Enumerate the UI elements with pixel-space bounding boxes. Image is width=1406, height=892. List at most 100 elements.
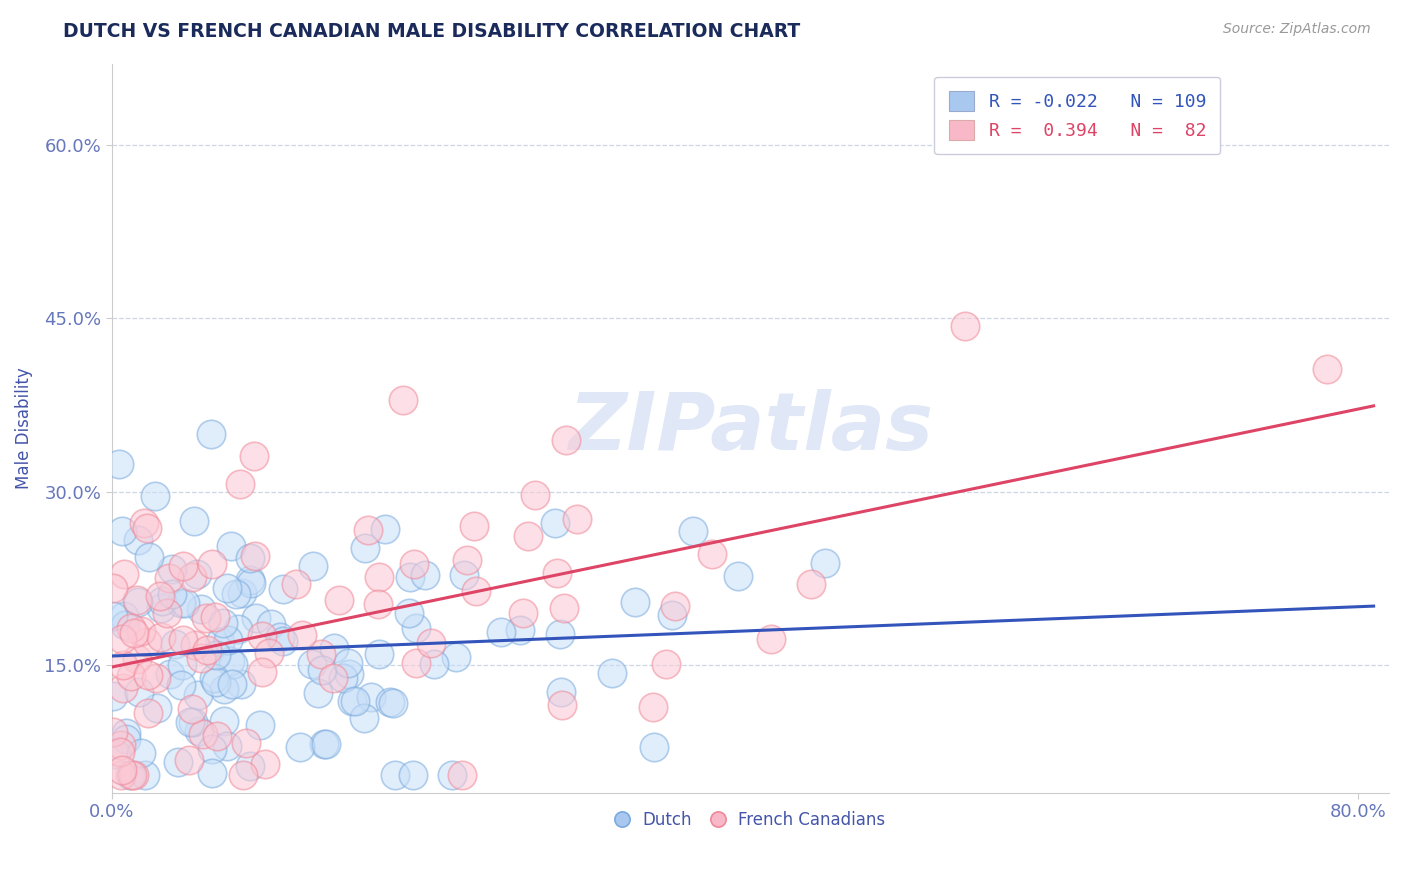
Point <box>727 569 749 583</box>
Point <box>311 664 333 678</box>
Point <box>382 696 405 710</box>
Point <box>214 714 236 728</box>
Point <box>404 557 426 571</box>
Point <box>360 690 382 705</box>
Point <box>512 606 534 620</box>
Point <box>200 426 222 441</box>
Point <box>157 571 180 585</box>
Point <box>111 524 134 538</box>
Point <box>565 512 588 526</box>
Point <box>405 657 427 671</box>
Point <box>301 657 323 671</box>
Point <box>165 637 187 651</box>
Point <box>543 516 565 530</box>
Point <box>700 548 723 562</box>
Point <box>111 658 134 673</box>
Point <box>337 667 360 681</box>
Point <box>367 647 389 661</box>
Point <box>600 665 623 680</box>
Point <box>145 700 167 714</box>
Point <box>249 718 271 732</box>
Point <box>187 688 209 702</box>
Point <box>315 737 337 751</box>
Point <box>208 635 231 649</box>
Point <box>110 632 132 646</box>
Point <box>190 602 212 616</box>
Point <box>444 650 467 665</box>
Point <box>367 597 389 611</box>
Point <box>419 636 441 650</box>
Point <box>253 757 276 772</box>
Point <box>1316 361 1339 376</box>
Point <box>201 742 224 756</box>
Point <box>624 595 647 609</box>
Point <box>551 698 574 712</box>
Point <box>243 450 266 464</box>
Point <box>239 573 262 587</box>
Y-axis label: Male Disability: Male Disability <box>15 368 32 489</box>
Point <box>134 768 156 782</box>
Point <box>172 658 194 673</box>
Point <box>103 689 125 703</box>
Point <box>314 737 336 751</box>
Point <box>129 624 152 638</box>
Point <box>145 671 167 685</box>
Point <box>205 648 228 663</box>
Point <box>111 681 134 695</box>
Point <box>127 595 149 609</box>
Point <box>217 632 239 647</box>
Point <box>322 671 344 685</box>
Point <box>103 609 125 624</box>
Point <box>405 621 427 635</box>
Point <box>231 677 253 691</box>
Point <box>105 747 128 761</box>
Point <box>138 550 160 565</box>
Point <box>353 711 375 725</box>
Point <box>516 529 538 543</box>
Point <box>204 674 226 689</box>
Point <box>231 586 253 600</box>
Point <box>159 667 181 681</box>
Point <box>179 714 201 729</box>
Point <box>184 638 207 652</box>
Point <box>156 606 179 620</box>
Point <box>546 566 568 581</box>
Point <box>160 562 183 576</box>
Point <box>344 694 367 708</box>
Point <box>215 739 238 753</box>
Point <box>150 594 173 608</box>
Point <box>160 587 183 601</box>
Point <box>451 768 474 782</box>
Point <box>307 686 329 700</box>
Point <box>181 569 204 583</box>
Point <box>550 685 572 699</box>
Point <box>134 516 156 531</box>
Point <box>149 630 172 644</box>
Point <box>218 655 240 669</box>
Point <box>183 514 205 528</box>
Point <box>661 607 683 622</box>
Point <box>548 627 571 641</box>
Point <box>245 611 267 625</box>
Point <box>174 596 197 610</box>
Legend: Dutch, French Canadians: Dutch, French Canadians <box>609 804 891 835</box>
Point <box>800 577 823 591</box>
Point <box>118 768 141 782</box>
Point <box>232 768 254 782</box>
Point <box>172 632 194 647</box>
Point <box>323 641 346 656</box>
Point <box>202 671 225 685</box>
Point <box>108 458 131 472</box>
Point <box>205 729 228 743</box>
Point <box>103 725 125 739</box>
Point <box>124 768 146 782</box>
Point <box>384 768 406 782</box>
Point <box>108 745 131 759</box>
Point <box>122 626 145 640</box>
Point <box>201 766 224 780</box>
Point <box>245 549 267 563</box>
Point <box>235 736 257 750</box>
Point <box>177 753 200 767</box>
Point <box>301 558 323 573</box>
Point <box>353 541 375 555</box>
